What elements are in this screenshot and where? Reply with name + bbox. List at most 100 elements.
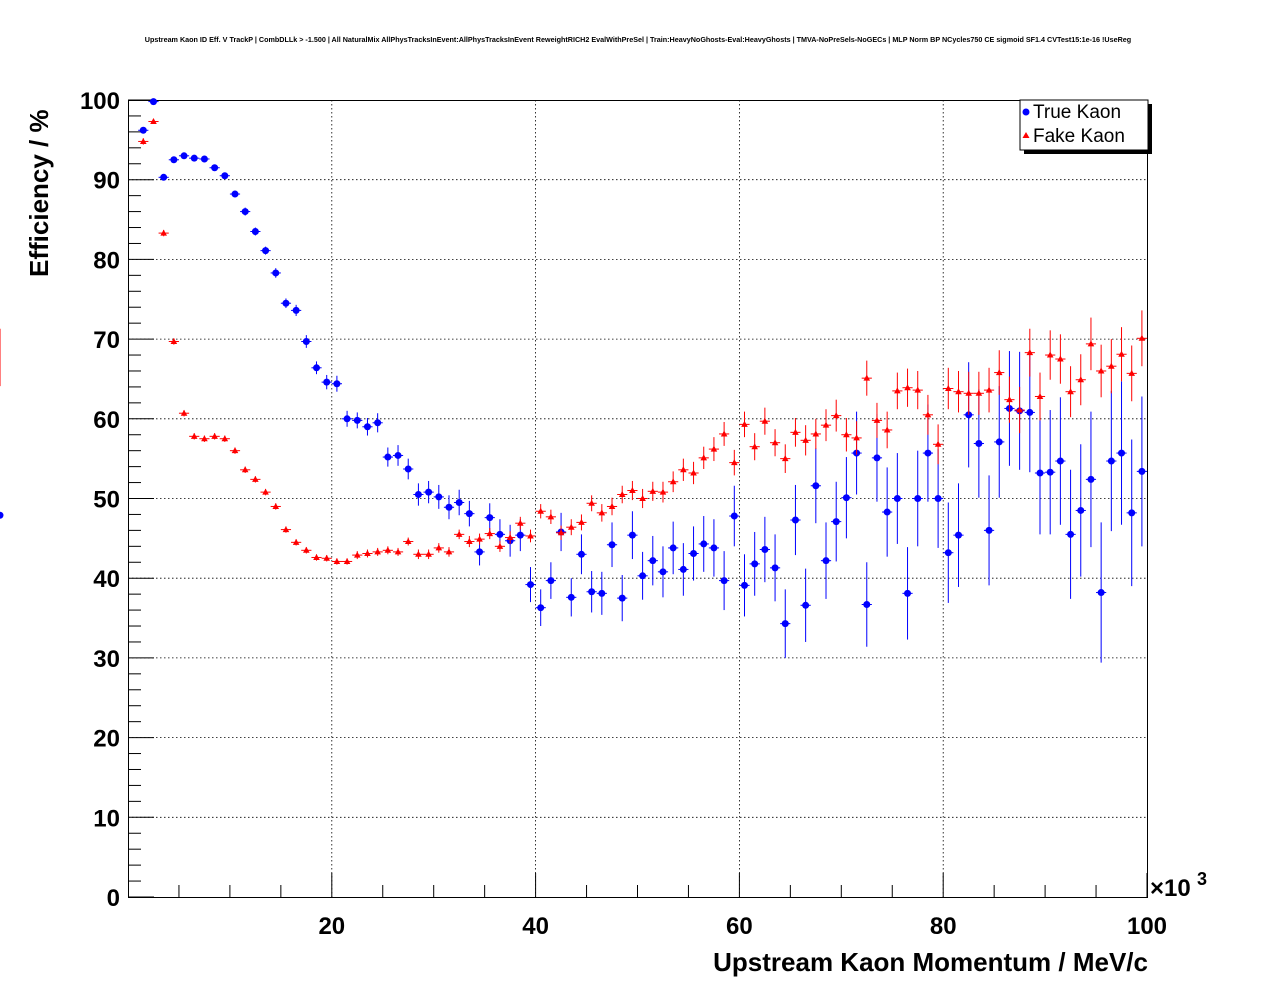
data-point-0-78 [934, 495, 942, 502]
data-point-1-38 [527, 532, 534, 539]
data-point-1-66 [812, 430, 820, 437]
data-point-1-25 [394, 548, 402, 555]
data-point-1-18 [323, 554, 331, 561]
data-point-1-46 [608, 502, 616, 509]
data-point-1-16 [303, 546, 310, 553]
data-point-1-5 [190, 432, 198, 439]
data-point-0-6 [200, 155, 208, 163]
data-point-0-56 [710, 544, 718, 552]
data-point-0-99 [0, 511, 4, 519]
data-point-0-47 [618, 594, 626, 602]
data-point-0-48 [628, 531, 636, 539]
data-point-0-33 [476, 548, 484, 556]
data-point-0-17 [313, 364, 321, 372]
data-point-1-77 [924, 411, 932, 418]
y-tick-label-50: 50 [93, 487, 120, 514]
series-fake-kaon [0, 118, 1147, 565]
y-tick-label-40: 40 [93, 566, 120, 593]
x-tick-label-40: 40 [522, 913, 549, 940]
data-point-1-36 [506, 534, 514, 541]
legend-true-kaon-label: True Kaon [1033, 102, 1121, 123]
data-point-0-88 [1036, 469, 1044, 477]
data-point-0-93 [1087, 475, 1095, 483]
y-tick-label-60: 60 [93, 407, 120, 434]
data-point-1-27 [415, 550, 422, 557]
y-tick-label-30: 30 [93, 646, 120, 673]
data-point-0-75 [904, 589, 912, 597]
data-point-0-10 [241, 208, 249, 216]
data-point-1-87 [1026, 349, 1034, 356]
data-point-0-37 [516, 531, 524, 539]
legend-true-kaon-marker [1022, 108, 1030, 116]
data-point-1-86 [1016, 406, 1023, 413]
data-point-1-13 [272, 502, 280, 509]
data-point-1-65 [802, 436, 809, 443]
data-point-0-15 [292, 306, 300, 314]
data-point-1-94 [1097, 367, 1105, 374]
data-point-1-90 [1057, 355, 1064, 362]
data-point-0-20 [343, 415, 351, 423]
data-point-1-78 [934, 440, 942, 447]
data-point-0-27 [414, 491, 422, 499]
data-series [0, 98, 1147, 663]
data-point-1-60 [751, 443, 758, 450]
data-point-1-39 [537, 507, 544, 514]
data-point-1-93 [1087, 340, 1095, 347]
data-point-1-22 [364, 549, 371, 556]
data-point-1-71 [863, 374, 871, 381]
data-point-0-24 [384, 453, 392, 461]
data-point-1-89 [1046, 351, 1054, 358]
data-point-1-64 [792, 428, 799, 435]
data-point-0-3 [170, 156, 178, 164]
data-point-1-9 [231, 447, 239, 454]
data-point-1-41 [557, 529, 565, 536]
data-point-1-57 [720, 430, 728, 437]
data-point-0-76 [914, 495, 922, 502]
data-point-0-65 [802, 601, 810, 609]
legend: True Kaon Fake Kaon [1019, 99, 1152, 154]
data-point-0-87 [1026, 408, 1034, 416]
data-point-1-72 [873, 416, 881, 423]
data-point-1-48 [629, 487, 636, 494]
y-axis-title: Efficiency / % [24, 109, 54, 277]
data-point-1-2 [160, 229, 167, 236]
series-true-kaon [0, 98, 1147, 663]
data-point-1-51 [659, 488, 667, 495]
data-point-1-0 [139, 137, 147, 144]
data-point-1-26 [404, 538, 412, 545]
data-point-1-21 [353, 551, 361, 558]
data-point-0-28 [425, 488, 433, 496]
data-point-1-15 [292, 538, 300, 545]
data-point-1-34 [486, 530, 494, 537]
data-point-0-16 [302, 337, 310, 345]
data-point-0-9 [231, 190, 239, 198]
data-point-0-97 [1128, 509, 1136, 517]
data-point-1-58 [731, 459, 738, 466]
data-point-0-67 [822, 557, 830, 565]
y-tick-label-70: 70 [93, 327, 120, 354]
data-point-1-11 [252, 475, 259, 482]
data-point-1-91 [1067, 388, 1074, 395]
data-point-1-56 [710, 445, 718, 452]
data-point-1-35 [496, 542, 504, 549]
data-point-0-73 [883, 508, 891, 516]
data-point-0-89 [1046, 468, 1054, 476]
data-point-0-26 [404, 465, 412, 473]
data-point-1-53 [680, 466, 687, 473]
y-tick-label-80: 80 [93, 247, 120, 274]
data-point-0-34 [486, 514, 494, 522]
data-point-1-49 [639, 495, 646, 501]
data-point-1-85 [1006, 396, 1013, 403]
data-point-0-2 [160, 173, 168, 181]
tick-labels: 0 10 20 30 40 50 60 70 80 90 100 20 40 60 80 100 [80, 88, 1167, 940]
data-point-1-12 [262, 488, 269, 495]
data-point-0-0 [139, 126, 147, 134]
data-point-1-73 [883, 426, 891, 433]
data-point-0-84 [995, 438, 1003, 446]
data-point-0-72 [873, 454, 881, 462]
data-point-1-17 [313, 553, 320, 560]
data-point-1-96 [1118, 350, 1125, 357]
x-axis-title: Upstream Kaon Momentum / MeV/c [713, 947, 1148, 977]
data-point-1-97 [1128, 369, 1136, 376]
data-point-0-61 [761, 546, 769, 554]
